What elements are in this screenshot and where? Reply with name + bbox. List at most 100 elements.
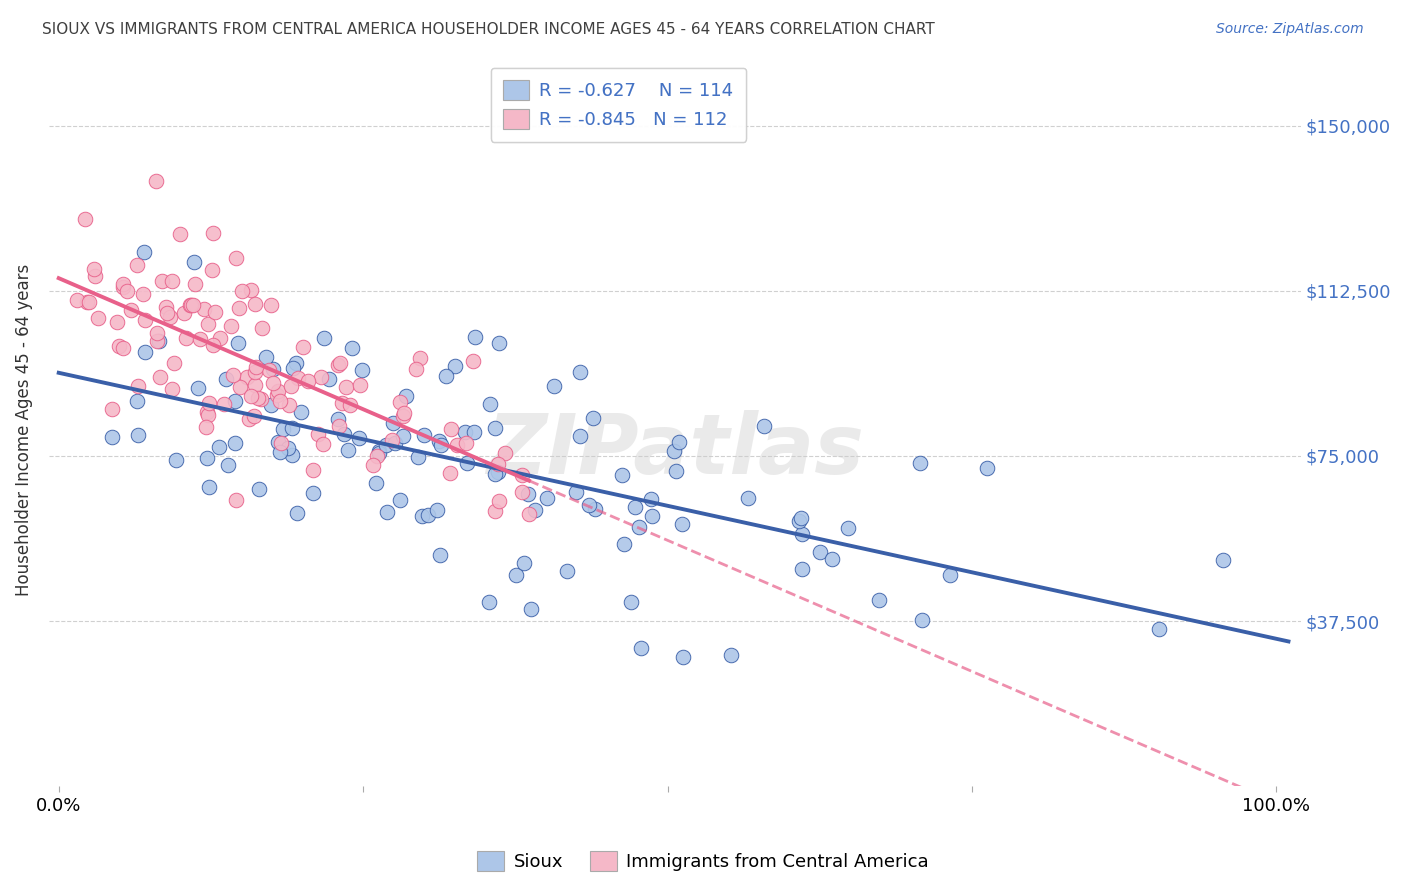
Point bbox=[107, 339, 129, 353]
Point bbox=[235, 370, 257, 384]
Point bbox=[224, 394, 246, 409]
Point bbox=[523, 502, 546, 516]
Point bbox=[267, 435, 290, 450]
Point bbox=[578, 498, 600, 512]
Point bbox=[212, 397, 235, 411]
Point bbox=[193, 301, 215, 316]
Point bbox=[228, 301, 250, 316]
Point bbox=[444, 359, 467, 374]
Point bbox=[271, 421, 294, 435]
Point bbox=[536, 491, 558, 505]
Point bbox=[155, 300, 177, 314]
Point bbox=[418, 508, 440, 522]
Point bbox=[197, 317, 219, 331]
Point bbox=[301, 485, 323, 500]
Point bbox=[224, 435, 246, 450]
Point bbox=[752, 419, 775, 434]
Point bbox=[156, 305, 179, 319]
Point bbox=[127, 258, 149, 272]
Point bbox=[484, 504, 506, 518]
Point bbox=[277, 398, 299, 412]
Point bbox=[247, 482, 270, 496]
Point bbox=[463, 425, 485, 439]
Point bbox=[368, 446, 391, 460]
Point bbox=[281, 421, 304, 435]
Point bbox=[392, 406, 415, 420]
Point bbox=[569, 365, 592, 379]
Point bbox=[335, 379, 357, 393]
Point bbox=[217, 458, 239, 472]
Point bbox=[277, 442, 299, 456]
Point bbox=[280, 448, 302, 462]
Point bbox=[269, 445, 291, 459]
Point bbox=[131, 287, 153, 301]
Point bbox=[312, 437, 335, 451]
Point bbox=[195, 451, 218, 466]
Point bbox=[555, 564, 578, 578]
Point bbox=[148, 334, 170, 348]
Point bbox=[195, 405, 218, 419]
Point bbox=[361, 458, 384, 472]
Point bbox=[352, 363, 374, 377]
Point bbox=[197, 408, 219, 422]
Point bbox=[307, 426, 329, 441]
Point bbox=[270, 435, 292, 450]
Point bbox=[245, 360, 267, 375]
Point bbox=[208, 441, 231, 455]
Point bbox=[391, 409, 413, 423]
Point bbox=[328, 358, 350, 372]
Point bbox=[405, 361, 427, 376]
Point bbox=[75, 212, 97, 227]
Point bbox=[125, 394, 148, 409]
Point bbox=[267, 384, 290, 399]
Point bbox=[381, 434, 404, 448]
Point bbox=[484, 420, 506, 434]
Point bbox=[146, 326, 169, 340]
Point bbox=[285, 356, 308, 370]
Point bbox=[309, 369, 332, 384]
Point bbox=[434, 368, 457, 383]
Point bbox=[787, 514, 810, 528]
Point bbox=[250, 392, 273, 406]
Point bbox=[280, 379, 302, 393]
Point bbox=[1212, 553, 1234, 567]
Point bbox=[516, 486, 538, 500]
Point bbox=[127, 428, 149, 442]
Point bbox=[150, 274, 173, 288]
Point bbox=[869, 593, 891, 607]
Point bbox=[790, 562, 813, 576]
Point bbox=[910, 613, 932, 627]
Point bbox=[238, 412, 260, 426]
Point bbox=[641, 509, 664, 524]
Point bbox=[486, 458, 509, 472]
Point bbox=[486, 465, 509, 479]
Point bbox=[665, 464, 688, 478]
Point bbox=[198, 396, 221, 410]
Point bbox=[364, 475, 387, 490]
Point bbox=[976, 461, 998, 475]
Point bbox=[610, 467, 633, 482]
Point bbox=[837, 521, 859, 535]
Point bbox=[111, 280, 134, 294]
Point bbox=[808, 545, 831, 559]
Point bbox=[245, 297, 267, 311]
Point bbox=[204, 305, 226, 319]
Point bbox=[1149, 622, 1171, 636]
Point bbox=[478, 595, 501, 609]
Point bbox=[66, 293, 89, 307]
Point bbox=[520, 602, 543, 616]
Point bbox=[187, 381, 209, 395]
Point bbox=[737, 491, 759, 505]
Point bbox=[201, 226, 224, 240]
Point bbox=[231, 285, 253, 299]
Point bbox=[488, 494, 510, 508]
Point bbox=[392, 429, 415, 443]
Point bbox=[394, 389, 416, 403]
Text: SIOUX VS IMMIGRANTS FROM CENTRAL AMERICA HOUSEHOLDER INCOME AGES 45 - 64 YEARS C: SIOUX VS IMMIGRANTS FROM CENTRAL AMERICA… bbox=[42, 22, 935, 37]
Point bbox=[201, 338, 224, 352]
Point bbox=[260, 398, 283, 412]
Point bbox=[630, 640, 652, 655]
Point bbox=[329, 356, 352, 370]
Point bbox=[215, 372, 238, 386]
Point bbox=[517, 507, 540, 521]
